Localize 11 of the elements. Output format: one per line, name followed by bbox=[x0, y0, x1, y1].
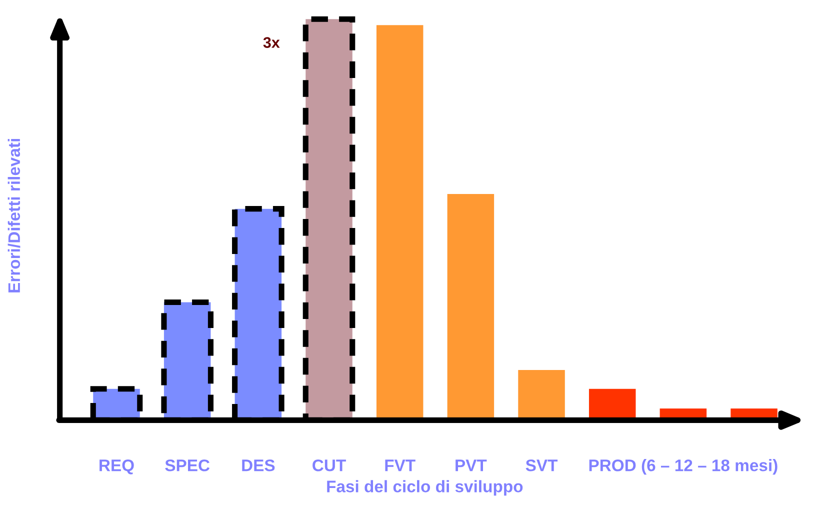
y-axis-title: Errori/Difetti rilevati bbox=[8, 139, 20, 292]
x-tick-label: FVT bbox=[385, 460, 416, 472]
x-tick-label: SVT bbox=[526, 459, 558, 472]
x-tick-label: PVT bbox=[456, 460, 487, 472]
x-tick-label: REQ bbox=[100, 459, 134, 474]
x-tick-label: DES bbox=[242, 459, 275, 472]
x-axis-title: Fasi del ciclo di sviluppo bbox=[327, 480, 523, 496]
x-tick-label: CUT bbox=[312, 459, 346, 472]
x-tick-label: PROD (6 – 12 – 18 mesi) bbox=[589, 459, 778, 475]
x-tick-label: SPEC bbox=[165, 459, 210, 472]
annotation: 3x bbox=[263, 37, 280, 48]
